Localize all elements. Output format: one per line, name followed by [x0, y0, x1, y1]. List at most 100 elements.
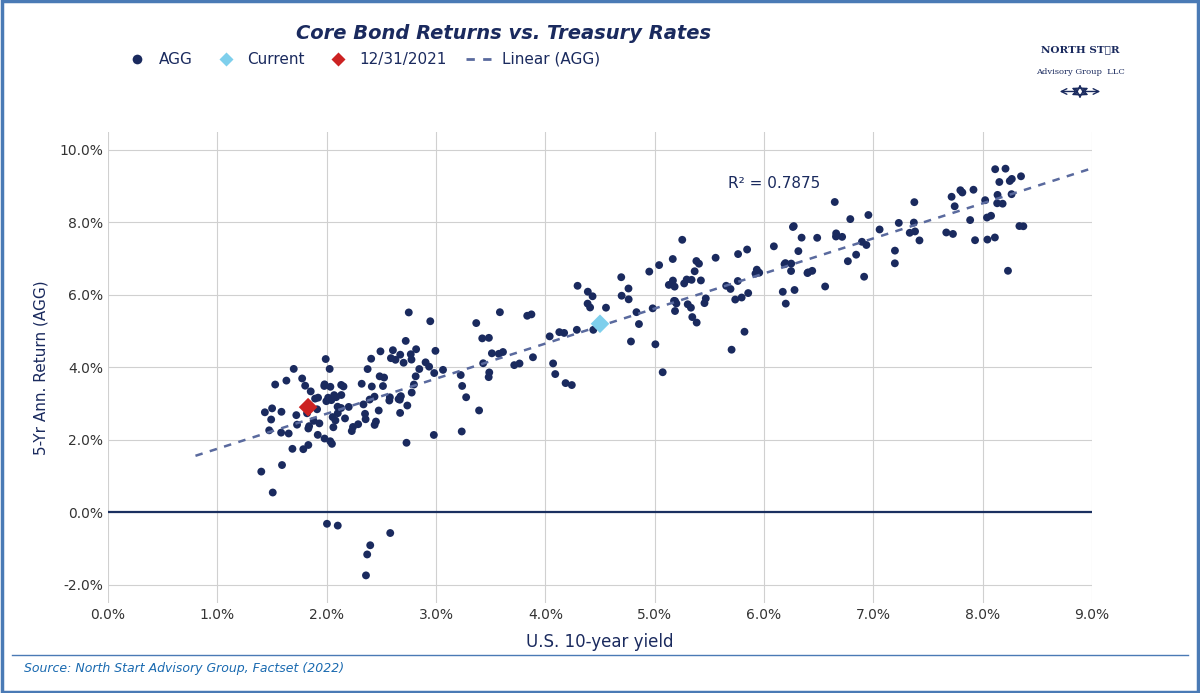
Point [619, 283, 638, 294]
Point [683, 312, 702, 323]
Point [964, 184, 983, 195]
Point [407, 344, 426, 355]
Point [362, 381, 382, 392]
Point [390, 394, 409, 405]
Point [317, 396, 336, 407]
Point [523, 352, 542, 363]
Point [259, 425, 278, 436]
Point [691, 275, 710, 286]
Point [667, 298, 686, 309]
Point [682, 274, 701, 286]
Point [976, 195, 995, 206]
Point [803, 265, 822, 277]
Point [988, 198, 1007, 209]
Point [328, 520, 347, 531]
Point [677, 274, 696, 285]
Point [854, 271, 874, 282]
Point [380, 527, 400, 538]
Point [905, 217, 924, 228]
Point [556, 378, 575, 389]
Point [659, 279, 678, 290]
Point [293, 373, 312, 384]
Point [467, 317, 486, 328]
Point [889, 218, 908, 229]
Point [366, 416, 385, 427]
Point [402, 387, 421, 398]
Point [826, 196, 845, 207]
Point [977, 212, 996, 223]
Point [784, 220, 803, 231]
Point [452, 426, 472, 437]
Point [396, 335, 415, 346]
Point [391, 349, 410, 360]
Point [420, 361, 439, 372]
Point [776, 298, 796, 309]
Point [666, 306, 685, 317]
Point [397, 400, 416, 411]
Point [451, 369, 470, 380]
Point [401, 349, 420, 360]
Point [365, 391, 384, 402]
Point [910, 235, 929, 246]
Point [421, 316, 440, 327]
Point [643, 303, 662, 314]
Point [673, 234, 692, 245]
Point [370, 371, 389, 382]
Point [982, 210, 1001, 221]
Point [998, 265, 1018, 277]
Point [301, 386, 320, 397]
Point [298, 407, 317, 419]
Point [361, 353, 380, 365]
Point [985, 232, 1004, 243]
Point [857, 240, 876, 251]
Point [716, 280, 736, 291]
Point [664, 275, 683, 286]
Point [356, 414, 376, 425]
Point [886, 245, 905, 256]
Point [788, 245, 808, 256]
Point [1002, 173, 1021, 184]
Point [773, 286, 792, 297]
Point [342, 426, 361, 437]
Point [400, 307, 419, 318]
Point [985, 164, 1004, 175]
Point [360, 394, 379, 405]
Point [320, 363, 340, 374]
Point [272, 459, 292, 471]
Point [324, 389, 343, 401]
Point [563, 380, 582, 391]
Point [738, 244, 757, 255]
Point [265, 379, 284, 390]
Point [546, 369, 565, 380]
Point [946, 201, 965, 212]
Point [1000, 175, 1019, 186]
Point [277, 375, 296, 386]
Point [425, 430, 444, 441]
Point [554, 327, 574, 338]
Point [306, 393, 325, 404]
Point [280, 428, 299, 439]
Point [666, 295, 685, 306]
Point [622, 336, 641, 347]
Point [629, 319, 648, 330]
Point [859, 209, 878, 220]
Point [416, 357, 436, 368]
Point [583, 291, 602, 302]
Point [394, 357, 413, 368]
Point [886, 258, 905, 269]
Point [256, 407, 275, 418]
Point [371, 346, 390, 357]
Point [505, 360, 524, 371]
Point [664, 254, 683, 265]
Point [581, 302, 600, 313]
Point [746, 268, 766, 279]
Point [665, 281, 684, 292]
Point [299, 423, 318, 434]
Point [323, 438, 342, 449]
Point [678, 299, 697, 310]
Point [578, 298, 598, 309]
Point [798, 267, 817, 278]
Point [695, 297, 714, 308]
Point [674, 278, 694, 289]
Point [612, 272, 631, 283]
